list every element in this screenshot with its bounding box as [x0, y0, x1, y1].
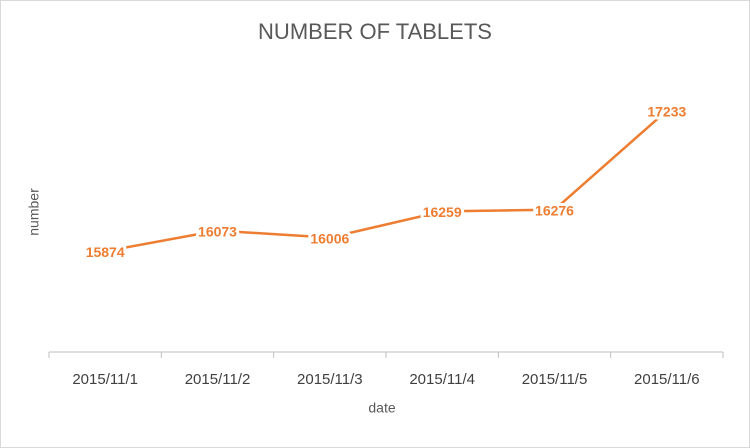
x-tick-label: 2015/11/4	[409, 371, 475, 388]
data-line	[104, 109, 668, 253]
chart-title: NUMBER OF TABLETS	[258, 19, 492, 44]
data-label: 17233	[647, 103, 686, 119]
x-tick-label: 2015/11/6	[634, 371, 700, 388]
data-label: 15874	[86, 244, 125, 260]
x-tick-label: 2015/11/1	[72, 371, 138, 388]
data-label: 16259	[423, 204, 462, 220]
x-tick-label: 2015/11/5	[522, 371, 588, 388]
y-axis-title: number	[26, 188, 42, 236]
data-label: 16073	[198, 223, 237, 239]
data-label: 16006	[310, 230, 349, 246]
x-tick-label: 2015/11/3	[297, 371, 363, 388]
x-axis-title: date	[368, 400, 395, 416]
x-tick-label: 2015/11/2	[185, 371, 251, 388]
data-label: 16276	[535, 202, 574, 218]
